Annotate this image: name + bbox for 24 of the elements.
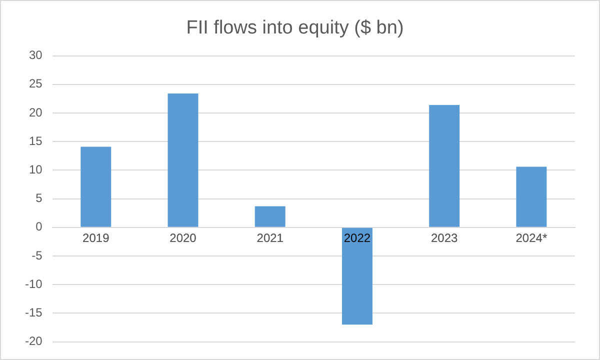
- y-tick-label: 10: [28, 162, 43, 177]
- y-tick-label: 20: [28, 105, 43, 120]
- x-tick-label: 2020: [170, 230, 197, 245]
- y-tick-label: 5: [36, 191, 43, 206]
- x-tick-label: 2021: [256, 230, 284, 245]
- x-tick-label: 2019: [82, 230, 110, 245]
- bar: [342, 228, 372, 325]
- y-tick-label: -15: [25, 306, 43, 320]
- x-tick-label: 2024*: [516, 230, 548, 245]
- x-tick-label: 2022: [344, 230, 371, 245]
- y-tick-label: 0: [36, 220, 43, 234]
- bar: [254, 206, 286, 227]
- y-tick-label: -5: [32, 248, 43, 262]
- bar: [80, 146, 112, 227]
- y-tick-label: 25: [28, 76, 43, 91]
- bar: [429, 104, 460, 227]
- y-tick-label: 30: [28, 48, 43, 62]
- x-tick-label: 2023: [430, 230, 458, 245]
- y-tick-label: -20: [25, 334, 43, 348]
- y-tick-label: -10: [25, 276, 43, 291]
- bar: [516, 166, 547, 227]
- chart-title: FII flows into equity ($ bn): [186, 18, 404, 39]
- y-tick-label: 15: [28, 134, 43, 148]
- bar: [168, 94, 198, 227]
